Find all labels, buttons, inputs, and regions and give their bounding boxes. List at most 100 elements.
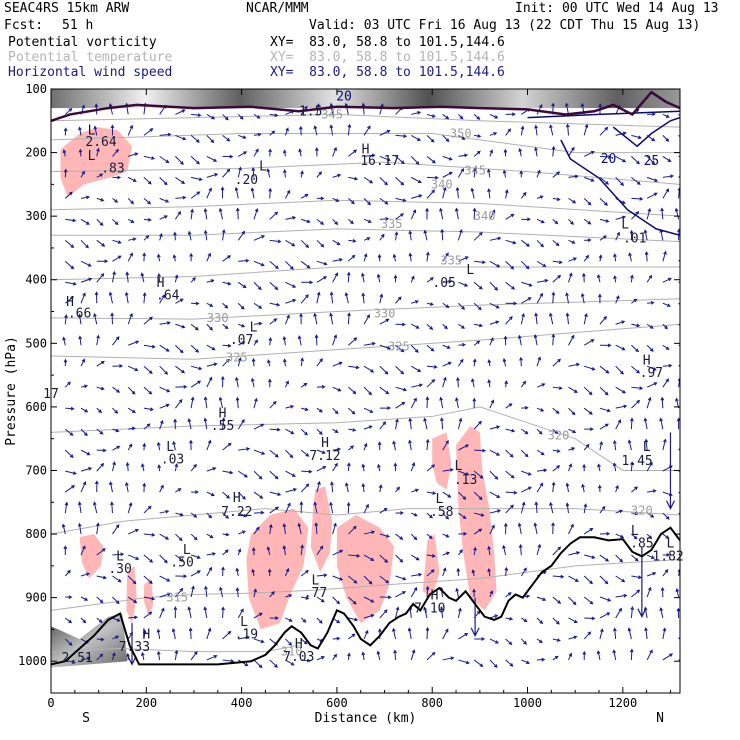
wind-arrow: [615, 593, 628, 598]
pv-label: .01: [623, 231, 646, 246]
wind-arrow: [316, 239, 325, 248]
wind-arrow: [646, 533, 653, 540]
wind-arrow: [80, 656, 91, 661]
y-tick-label: 1000: [18, 654, 47, 668]
wind-arrow: [379, 318, 390, 325]
wind-arrow: [426, 277, 434, 283]
wind-arrow: [203, 396, 208, 409]
pv-positive-region-5: [432, 432, 452, 490]
wind-arrow: [332, 575, 344, 581]
wind-arrow: [112, 428, 120, 433]
wind-arrow: [517, 522, 522, 535]
wind-arrow: [156, 441, 161, 451]
wind-arrow: [552, 617, 560, 625]
wind-arrow: [615, 484, 619, 493]
pv-label: .30: [108, 562, 131, 577]
wind-arrow: [408, 417, 413, 430]
wind-arrow: [301, 596, 310, 600]
wind-arrow: [458, 632, 469, 640]
wind-arrow: [143, 407, 154, 412]
wind-arrow: [206, 627, 212, 640]
wind-arrow: [426, 344, 435, 352]
wind-arrow: [64, 260, 75, 270]
wind-arrow: [599, 407, 611, 413]
wind-arrow: [505, 470, 515, 479]
wind-arrow: [646, 365, 657, 371]
wind-arrow: [599, 176, 610, 185]
wind-arrow: [92, 501, 98, 514]
wind-arrow: [662, 363, 673, 368]
wind-arrow: [142, 292, 147, 304]
wind-arrow: [536, 260, 547, 268]
wind-arrow: [285, 593, 293, 598]
pv-extremum-marker: H: [157, 276, 165, 291]
wind-arrow: [159, 419, 164, 430]
wind-arrow: [395, 322, 406, 327]
wind-arrow: [253, 235, 266, 241]
wind-arrow: [332, 522, 337, 535]
wind-arrow: [329, 124, 334, 136]
wind-arrow: [316, 480, 321, 493]
wind-arrow: [472, 167, 477, 178]
wind-arrow: [96, 637, 105, 642]
wind-arrow: [583, 631, 592, 640]
wind-arrow: [646, 207, 652, 220]
wind-arrow: [251, 547, 256, 556]
wind-speed-contour-upper: [527, 110, 680, 119]
wind-arrow: [269, 427, 281, 432]
wind-arrow: [472, 588, 476, 598]
wind-arrow: [363, 503, 369, 514]
wind-arrow: [77, 501, 82, 514]
pv-positive-region-6: [456, 425, 497, 611]
wind-arrow: [206, 467, 217, 472]
wind-arrow: [520, 380, 527, 388]
wind-arrow: [238, 635, 250, 640]
wind-arrow: [489, 320, 500, 325]
wind-arrow: [598, 293, 602, 304]
wind-arrow: [644, 438, 649, 451]
wind-arrow: [316, 291, 321, 304]
wind-arrow: [505, 449, 514, 458]
wind-arrow: [646, 323, 654, 329]
wind-arrow: [379, 554, 389, 563]
wind-arrow: [395, 177, 405, 186]
wind-arrow: [534, 312, 538, 325]
wind-arrow: [455, 587, 459, 598]
wind-arrow: [348, 633, 356, 640]
wind-arrow: [458, 659, 470, 665]
wind-arrow: [127, 528, 140, 535]
wind-arrow: [63, 358, 68, 367]
wind-arrow: [143, 316, 153, 325]
wind-arrow: [505, 213, 515, 220]
wind-arrow: [662, 553, 671, 557]
wind-arrow: [301, 469, 313, 474]
wind-arrow: [426, 491, 437, 495]
header-org: NCAR/MMM: [246, 1, 309, 16]
wind-arrow: [457, 228, 463, 241]
wind-arrow: [568, 652, 573, 661]
wind-arrow: [361, 292, 366, 304]
wind-arrow: [426, 113, 436, 118]
wind-arrow: [80, 596, 89, 601]
wind-arrow: [65, 406, 75, 411]
wind-arrow: [316, 466, 327, 472]
wind-arrow: [363, 613, 375, 619]
wind-arrow: [348, 337, 358, 346]
theta-contour-7: [51, 323, 680, 360]
wind-arrow: [379, 155, 391, 162]
wind-arrow: [220, 186, 225, 199]
wind-arrow: [599, 423, 609, 430]
wind-arrow: [489, 236, 502, 241]
wind-arrow: [112, 255, 122, 262]
wind-arrow: [676, 607, 680, 618]
wind-arrow: [159, 177, 168, 186]
wind-arrow: [426, 189, 436, 199]
wind-arrow: [520, 501, 526, 514]
pv-extremum-marker: L: [116, 549, 124, 564]
wind-arrow: [426, 533, 433, 540]
x-tick-label: 1200: [608, 696, 637, 710]
wind-arrow: [458, 531, 468, 536]
theta-label: 345: [321, 107, 343, 121]
wind-arrow: [159, 294, 165, 304]
wind-arrow: [253, 132, 262, 137]
